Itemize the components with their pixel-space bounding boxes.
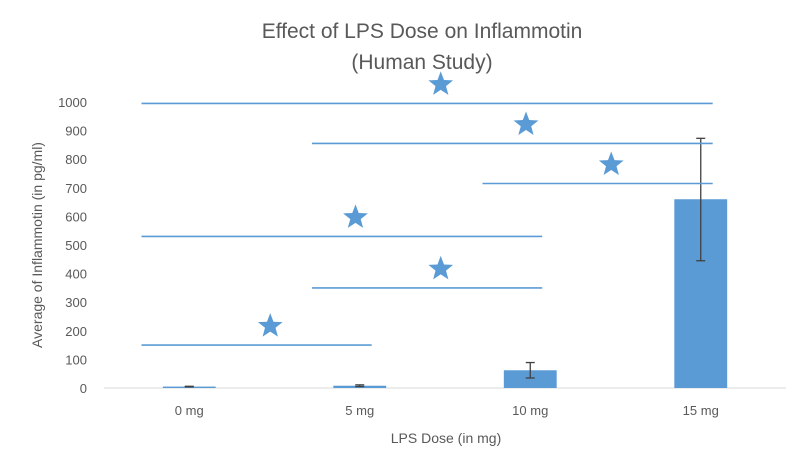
x-axis-label: LPS Dose (in mg) [391,430,501,446]
error-bar [355,384,365,388]
y-axis-ticks: 0 100 200 300 400 500 600 700 800 900 1000 [58,95,87,396]
y-tick-label: 300 [65,295,87,310]
y-tick-label: 700 [65,181,87,196]
y-tick-label: 1000 [58,95,87,110]
error-bars [184,137,706,388]
y-tick-label: 0 [80,381,87,396]
error-bar [184,385,194,388]
error-bar [696,137,706,262]
significance-lines [141,71,713,346]
x-tick-label: 5 mg [345,403,374,418]
y-tick-label: 400 [65,267,87,282]
x-tick-label: 15 mg [683,403,719,418]
bar [503,370,557,388]
significance-star-icon [428,71,454,95]
y-tick-label: 100 [65,352,87,367]
significance-star-icon [343,204,368,228]
y-tick-label: 900 [65,124,87,139]
error-bar [525,361,535,379]
y-tick-label: 600 [65,209,87,224]
significance-star-icon [428,255,454,280]
significance-star-icon [513,111,539,135]
bars [162,199,728,388]
significance-bracket [312,111,713,145]
significance-star-icon [598,151,624,175]
x-tick-label: 10 mg [512,403,548,418]
significance-bracket [312,255,543,289]
chart-title: Effect of LPS Dose on Inflammotin [262,20,583,43]
y-tick-label: 800 [65,152,87,167]
y-axis-label: Average of Inflammotin (in pg/ml) [29,142,45,348]
chart-subtitle: (Human Study) [351,51,492,74]
y-tick-label: 200 [65,324,87,339]
significance-bracket [141,71,713,105]
x-axis-ticks: 0 mg 5 mg 10 mg 15 mg [175,403,719,418]
significance-bracket [141,204,543,238]
significance-star-icon [257,313,283,337]
x-tick-label: 0 mg [175,403,204,418]
y-tick-label: 500 [65,238,87,253]
significance-bracket [141,313,372,346]
significance-bracket [482,151,713,185]
